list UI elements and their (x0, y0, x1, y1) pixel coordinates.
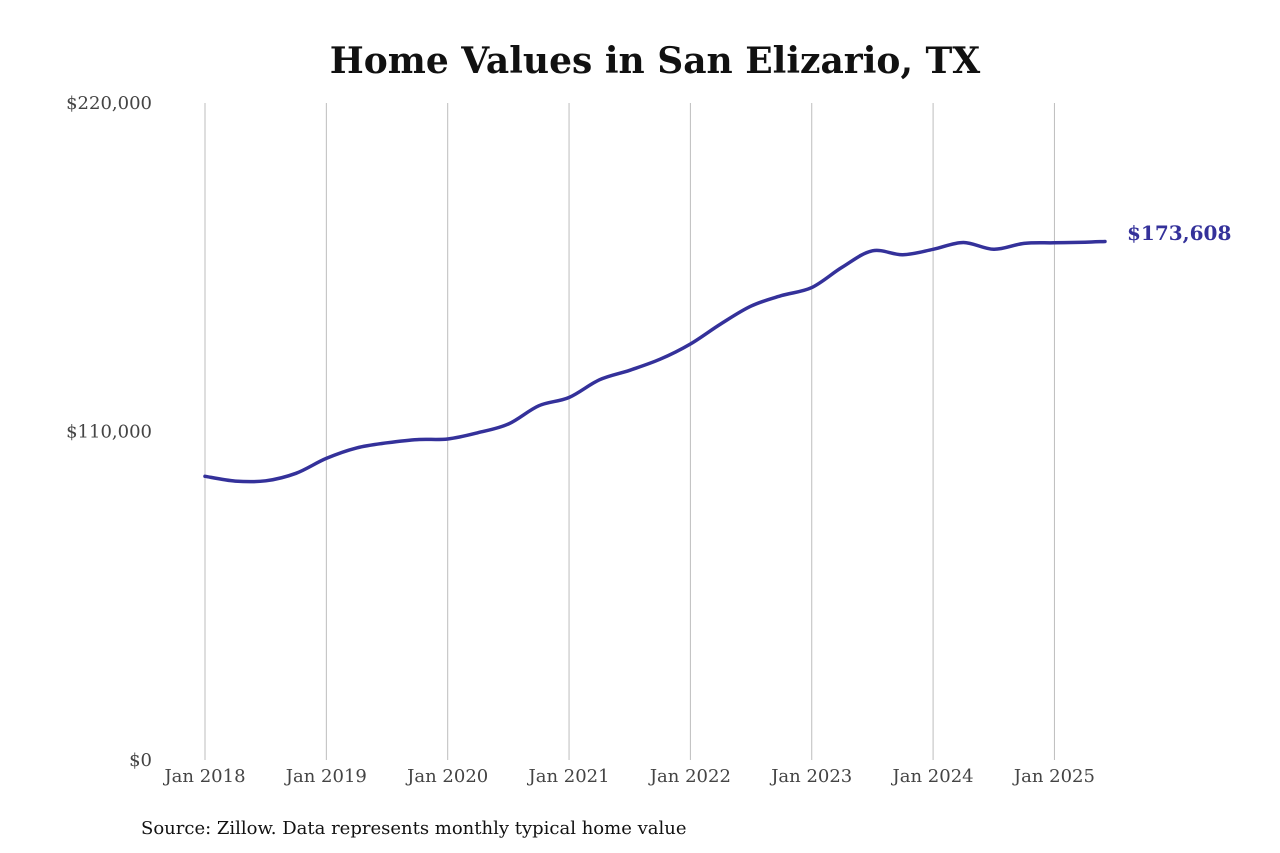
end-value-label: $173,608 (1127, 221, 1231, 245)
y-axis-ticks: $0 $110,000 $220,000 (66, 93, 152, 771)
x-tick-label: Jan 2020 (405, 766, 488, 787)
x-tick-label: Jan 2021 (527, 766, 610, 787)
y-tick-label: $110,000 (66, 422, 152, 443)
x-tick-label: Jan 2024 (891, 766, 974, 787)
x-tick-label: Jan 2025 (1012, 766, 1095, 787)
series-line-home-value (203, 239, 1107, 484)
grid-lines (204, 103, 1055, 760)
chart-title: Home Values in San Elizario, TX (330, 40, 981, 82)
y-tick-label: $0 (129, 750, 152, 771)
x-axis-ticks: Jan 2018 Jan 2019 Jan 2020 Jan 2021 Jan 2022… (162, 766, 1095, 787)
x-tick-label: Jan 2023 (769, 766, 852, 787)
x-tick-label: Jan 2019 (284, 766, 367, 787)
x-tick-label: Jan 2022 (648, 766, 731, 787)
x-tick-label: Jan 2018 (162, 766, 245, 787)
source-note: Source: Zillow. Data represents monthly … (141, 818, 687, 839)
y-tick-label: $220,000 (66, 93, 152, 114)
